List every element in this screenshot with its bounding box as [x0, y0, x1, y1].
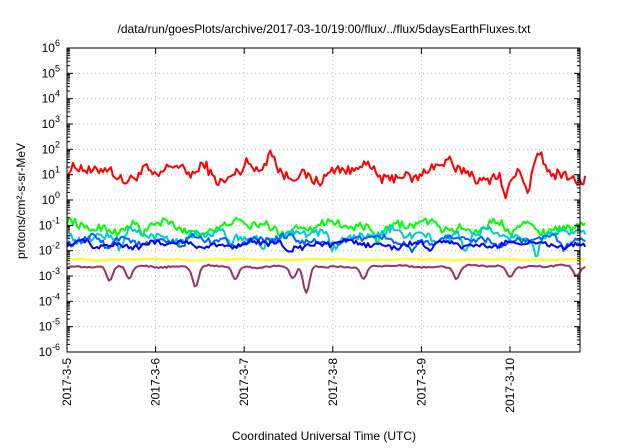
- y-tick-label: 10-6: [39, 342, 60, 359]
- x-axis-ticks: 2017-3-5 2017-3-6 2017-3-7 2017-3-8 2017-3-9…: [60, 48, 517, 413]
- x-tick-label: 2017-3-8: [326, 358, 340, 406]
- x-tick-label: 2017-3-6: [149, 358, 163, 406]
- x-tick-label: 2017-3-10: [503, 358, 517, 413]
- y-axis-title: protons/cm²-s-sr-MeV: [14, 143, 28, 259]
- x-tick-label: 2017-3-9: [414, 358, 428, 406]
- x-axis-title: Coordinated Universal Time (UTC): [232, 429, 416, 443]
- series-line: [66, 257, 586, 262]
- y-tick-label: 103: [42, 114, 60, 131]
- x-tick-label: 2017-3-7: [237, 358, 251, 406]
- y-tick-label: 104: [42, 89, 60, 106]
- chart-title: /data/run/goesPlots/archive/2017-03-10/1…: [118, 22, 532, 36]
- series-lines: [66, 149, 587, 294]
- y-tick-label: 101: [42, 165, 60, 182]
- series-line: [66, 149, 587, 200]
- y-tick-label: 10-2: [39, 241, 60, 258]
- y-tick-label: 100: [42, 190, 60, 207]
- y-tick-label: 105: [42, 63, 60, 80]
- y-axis-ticks: 10-6 10-5 10-4 10-3 10-2 10-1 100 101 102 103 104 1…: [39, 38, 580, 359]
- series-line: [66, 224, 587, 258]
- x-tick-label: 2017-3-5: [60, 358, 74, 406]
- y-tick-label: 10-1: [39, 215, 60, 232]
- series-line: [66, 237, 587, 253]
- y-tick-label: 102: [42, 139, 60, 156]
- y-tick-label: 10-3: [39, 266, 60, 283]
- y-tick-label: 106: [42, 38, 60, 55]
- series-line: [66, 263, 586, 294]
- y-tick-label: 10-4: [39, 291, 60, 308]
- y-tick-label: 10-5: [39, 317, 60, 334]
- series-line: [66, 216, 587, 244]
- grid: [67, 48, 580, 352]
